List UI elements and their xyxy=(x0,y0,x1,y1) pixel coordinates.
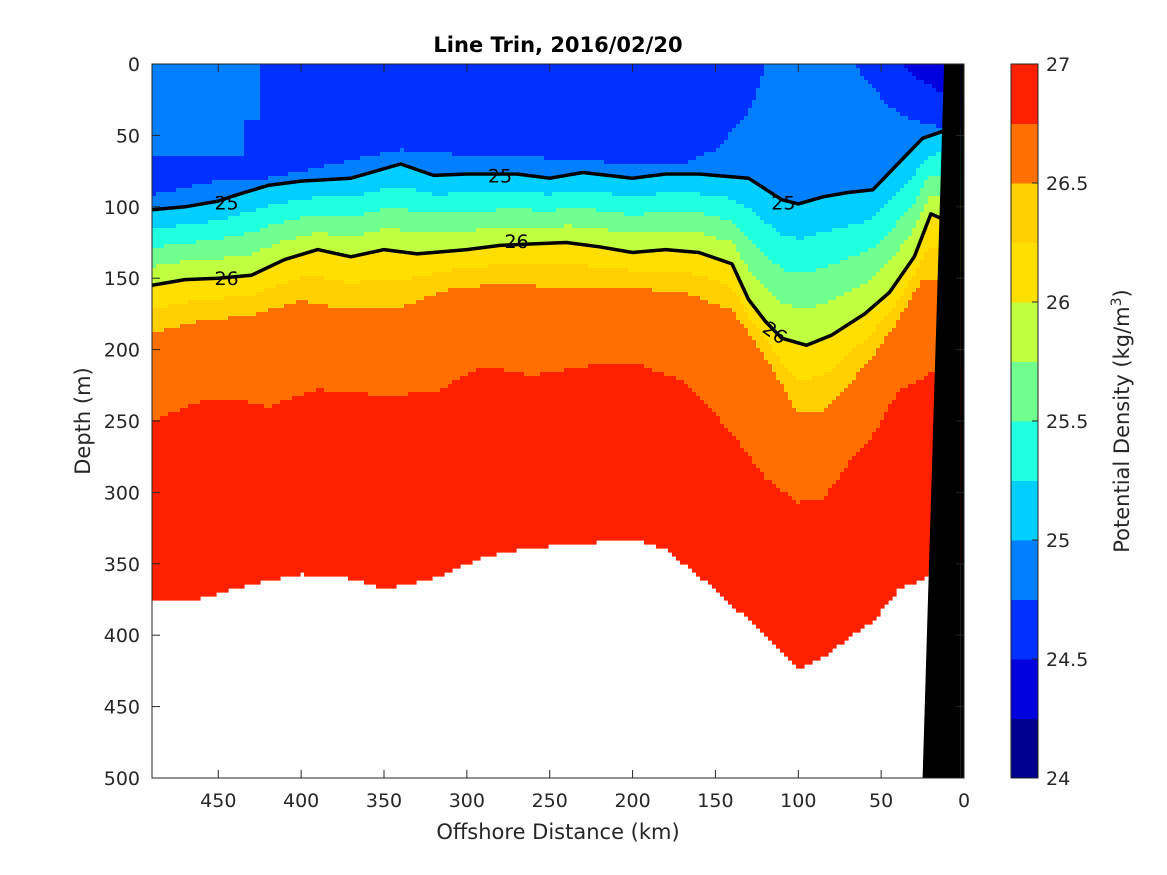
x-tick-label: 450 xyxy=(200,790,236,812)
colorbar-label: Potential Density (kg/m3) xyxy=(1109,289,1134,553)
x-tick-label: 200 xyxy=(614,790,650,812)
y-tick-label: 350 xyxy=(104,554,140,576)
x-tick-label: 300 xyxy=(449,790,485,812)
x-tick-label: 350 xyxy=(366,790,402,812)
y-tick-label: 450 xyxy=(104,697,140,719)
y-tick-label: 0 xyxy=(128,54,140,76)
colorbar-swatch xyxy=(1011,302,1038,362)
colorbar-tick-label: 25 xyxy=(1046,530,1070,552)
x-tick-label: 50 xyxy=(869,790,893,812)
colorbar-swatch xyxy=(1011,361,1038,422)
colorbar-ticks: 24 24.5 25 25.5 26 26.5 27 xyxy=(1032,54,1088,790)
colorbar-swatch xyxy=(1011,480,1038,541)
y-tick-label: 150 xyxy=(104,268,140,290)
y-tick-label: 100 xyxy=(104,197,140,219)
colorbar-swatch xyxy=(1011,64,1038,124)
chart-title: Line Trin, 2016/02/20 xyxy=(433,33,682,57)
colorbar-tick-label: 24.5 xyxy=(1046,649,1088,671)
contour-label-26: 26 xyxy=(504,231,528,253)
colorbar-swatch xyxy=(1011,183,1038,243)
colorbar-swatch xyxy=(1011,242,1038,303)
colorbar-swatch xyxy=(1011,718,1038,779)
colorbar-tick-label: 27 xyxy=(1046,54,1070,76)
contour-fill-layer xyxy=(152,64,964,669)
contour-label-26: 26 xyxy=(214,268,238,290)
colorbar-swatch xyxy=(1011,421,1038,481)
colorbar-tick-label: 26.5 xyxy=(1046,173,1088,195)
y-tick-label: 50 xyxy=(116,125,140,147)
x-tick-label: 400 xyxy=(283,790,319,812)
colorbar xyxy=(1011,64,1038,779)
x-tick-label: 150 xyxy=(697,790,733,812)
colorbar-tick-label: 24 xyxy=(1046,768,1070,790)
contour-line-26 xyxy=(152,212,949,348)
contour-label-25: 25 xyxy=(771,193,795,215)
x-tick-label: 100 xyxy=(780,790,816,812)
contour-label-25: 25 xyxy=(488,165,512,187)
y-tick-label: 300 xyxy=(104,482,140,504)
y-axis: 0 50 100 150 200 250 300 350 400 450 500 xyxy=(104,54,964,790)
colorbar-tick-label: 25.5 xyxy=(1046,411,1088,433)
x-tick-label: 0 xyxy=(958,790,970,812)
colorbar-swatch xyxy=(1011,659,1038,719)
y-axis-label: Depth (m) xyxy=(71,367,95,474)
y-tick-label: 500 xyxy=(104,768,140,790)
contour-label-25: 25 xyxy=(214,193,238,215)
y-tick-label: 250 xyxy=(104,411,140,433)
contour-line-25 xyxy=(152,128,948,212)
contour-line-layer xyxy=(152,128,949,348)
colorbar-swatch xyxy=(1011,540,1038,600)
y-tick-label: 200 xyxy=(104,340,140,362)
x-axis: 450 400 350 300 250 200 150 100 50 0 xyxy=(200,64,970,812)
y-tick-label: 400 xyxy=(104,625,140,647)
x-tick-label: 250 xyxy=(532,790,568,812)
colorbar-tick-label: 26 xyxy=(1046,292,1070,314)
colorbar-swatch xyxy=(1011,599,1038,660)
x-axis-label: Offshore Distance (km) xyxy=(436,820,679,844)
colorbar-swatch xyxy=(1011,123,1038,184)
bathymetry-wedge xyxy=(922,64,961,778)
